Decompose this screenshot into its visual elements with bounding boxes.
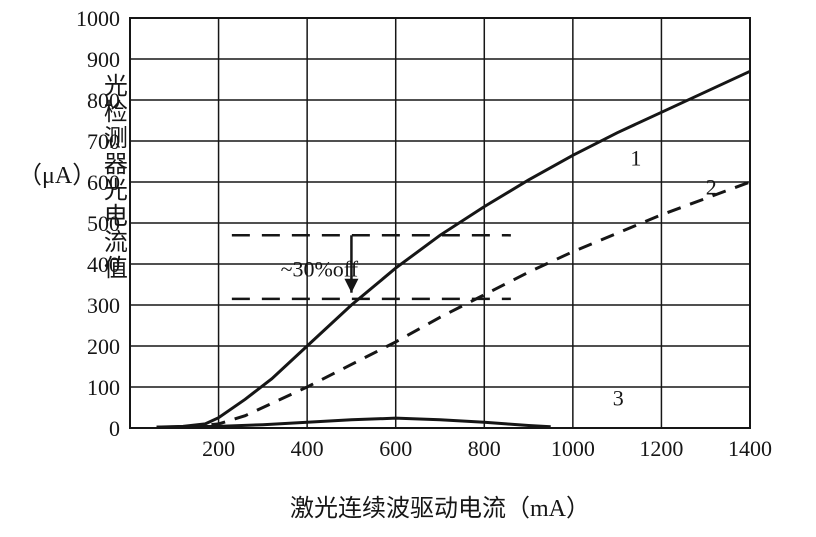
series-label-2: 2 xyxy=(706,174,717,199)
x-tick-label: 400 xyxy=(291,436,324,461)
y-axis-label: 光检测器光电流值 （μA） xyxy=(18,73,127,281)
x-axis-label: 激光连续波驱动电流（mA） xyxy=(130,488,750,523)
y-tick-label: 0 xyxy=(109,416,120,441)
y-axis-unit: （μA） xyxy=(18,161,96,192)
x-tick-label: 1400 xyxy=(728,436,772,461)
series-label-3: 3 xyxy=(613,385,624,410)
y-tick-label: 900 xyxy=(87,47,120,72)
chart-plot: 2004006008001000120014000100200300400500… xyxy=(40,0,780,498)
series-label-1: 1 xyxy=(630,146,641,171)
y-tick-label: 100 xyxy=(87,375,120,400)
annotation-text: ~30%off xyxy=(281,256,359,281)
y-axis-label-text: 光检测器光电流值 xyxy=(99,73,125,281)
x-tick-label: 600 xyxy=(379,436,412,461)
x-tick-label: 200 xyxy=(202,436,235,461)
y-tick-label: 300 xyxy=(87,293,120,318)
x-tick-label: 800 xyxy=(468,436,501,461)
x-tick-label: 1200 xyxy=(639,436,683,461)
x-tick-label: 1000 xyxy=(551,436,595,461)
y-tick-label: 1000 xyxy=(76,6,120,31)
y-tick-label: 200 xyxy=(87,334,120,359)
